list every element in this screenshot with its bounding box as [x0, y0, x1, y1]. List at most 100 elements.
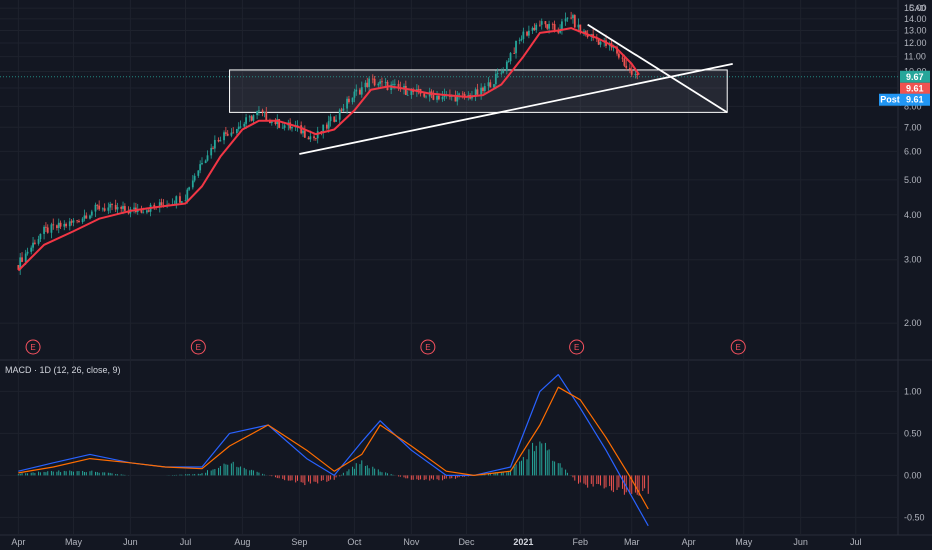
- earnings-marker: [420, 339, 436, 355]
- candle-body: [577, 24, 580, 28]
- candle-body: [261, 110, 264, 113]
- candle-body: [520, 38, 523, 40]
- candle-body: [425, 96, 427, 98]
- candle-body: [379, 81, 382, 84]
- candle-body: [230, 132, 233, 136]
- macd-title: MACD · 1D (12, 26, close, 9): [5, 365, 121, 375]
- candle-body: [441, 96, 444, 100]
- time-tick-label: Mar: [624, 537, 640, 547]
- candle-body: [351, 97, 354, 103]
- candle-body: [436, 95, 438, 100]
- candle-body: [146, 210, 148, 213]
- candle-body: [397, 83, 400, 88]
- candle-body: [184, 200, 187, 202]
- candle-body: [122, 206, 124, 209]
- candle-body: [463, 94, 466, 97]
- candle-body: [368, 78, 371, 87]
- candle-body: [456, 94, 459, 102]
- earnings-marker-label: E: [196, 343, 201, 352]
- candle-body: [56, 225, 58, 229]
- candle-body: [46, 227, 49, 233]
- candle-body: [193, 175, 196, 181]
- candle-body: [72, 220, 75, 223]
- candle-body: [496, 73, 499, 74]
- range-zones: [0, 69, 898, 113]
- price-series: [17, 11, 640, 275]
- candle-body: [281, 127, 284, 129]
- candle-body: [410, 89, 413, 95]
- candle-body: [500, 72, 503, 74]
- candle-body: [507, 61, 510, 63]
- candle-body: [50, 224, 53, 233]
- candle-body: [564, 18, 567, 22]
- candle-body: [199, 164, 202, 171]
- candle-body: [483, 86, 486, 92]
- candle-body: [526, 31, 528, 36]
- candle-body: [191, 180, 194, 188]
- candle-body: [454, 95, 457, 102]
- time-tick-label: Apr: [11, 537, 25, 547]
- candle-body: [263, 111, 266, 113]
- candle-body: [65, 223, 68, 227]
- candle-body: [384, 81, 387, 83]
- price-tick-label: 8.00: [904, 101, 922, 111]
- candle-body: [269, 120, 271, 124]
- candle-body: [535, 24, 538, 30]
- candle-body: [502, 70, 505, 73]
- candle-body: [133, 207, 135, 209]
- candle-body: [252, 115, 255, 121]
- candle-body: [85, 215, 88, 219]
- price-tick-label: 15.00: [904, 3, 927, 13]
- earnings-marker-label: E: [425, 343, 430, 352]
- time-tick-label: Oct: [347, 537, 362, 547]
- candle-body: [283, 125, 286, 128]
- currency-label: CAD: [909, 4, 926, 13]
- candle-body: [333, 116, 336, 122]
- ema-line: [17, 27, 640, 272]
- price-label-bg: [900, 70, 930, 83]
- time-tick-label: Jul: [180, 537, 192, 547]
- time-tick-label: 2021: [513, 537, 533, 547]
- macd-tick-label: -0.50: [904, 512, 925, 522]
- candle-body: [625, 65, 628, 68]
- candle-body: [57, 222, 60, 229]
- candle-body: [348, 98, 350, 103]
- candle-body: [551, 23, 554, 25]
- candle-body: [476, 89, 479, 95]
- consolidation-zone: [229, 69, 728, 113]
- candle-body: [493, 84, 495, 88]
- signal-line: [18, 386, 649, 510]
- price-tick-label: 3.00: [904, 255, 922, 265]
- grid-lines: [0, 0, 932, 536]
- candle-body: [114, 204, 117, 210]
- candle-body: [489, 82, 492, 88]
- candle-body: [83, 215, 86, 219]
- candle-body: [197, 170, 200, 176]
- price-tag-text: Post: [880, 95, 900, 105]
- candle-body: [322, 124, 325, 134]
- time-tick-label: May: [735, 537, 753, 547]
- candle-body: [278, 119, 281, 128]
- candle-body: [406, 94, 409, 96]
- candle-body: [487, 82, 490, 87]
- candle-body: [123, 206, 126, 211]
- price-tick-label: 5.00: [904, 175, 922, 185]
- candle-body: [360, 87, 363, 95]
- candle-body: [68, 221, 71, 227]
- candle-body: [188, 187, 191, 190]
- candle-body: [217, 139, 220, 142]
- price-tick-label: 7.00: [904, 122, 922, 132]
- candle-body: [302, 130, 304, 134]
- candle-body: [628, 67, 631, 70]
- candle-body: [482, 87, 484, 92]
- candle-body: [243, 123, 246, 127]
- candle-body: [458, 93, 461, 95]
- candle-body: [265, 111, 268, 121]
- candle-body: [258, 110, 260, 112]
- candle-body: [340, 109, 343, 111]
- candle-body: [206, 155, 209, 161]
- candle-body: [381, 81, 383, 83]
- candle-body: [140, 209, 143, 213]
- candle-body: [364, 82, 367, 88]
- candle-body: [111, 204, 113, 205]
